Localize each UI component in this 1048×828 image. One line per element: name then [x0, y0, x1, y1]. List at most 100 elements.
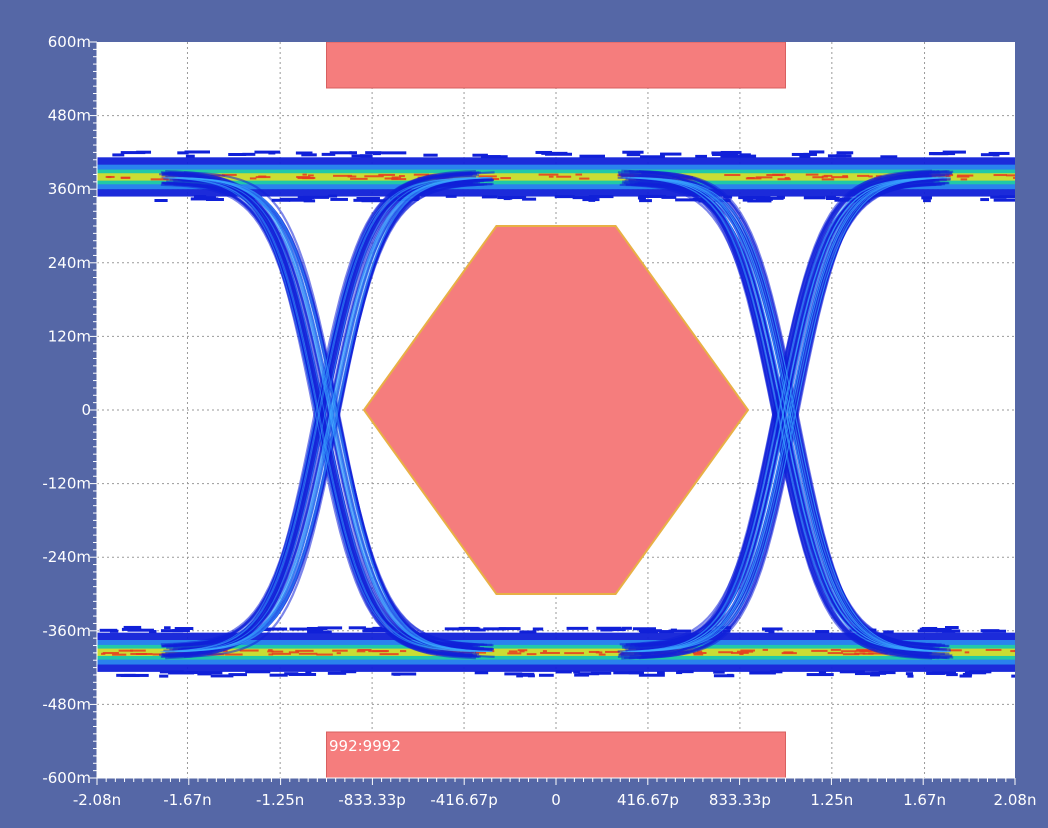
level-noise — [661, 195, 677, 199]
level-hot — [316, 653, 333, 656]
level-noise — [640, 155, 665, 159]
level-noise — [988, 151, 1010, 155]
level-hot — [364, 175, 384, 178]
level-hot — [399, 175, 405, 178]
level-hot — [745, 177, 762, 180]
level-noise — [483, 627, 507, 631]
level-noise — [305, 671, 312, 675]
level-noise — [362, 629, 389, 633]
level-hot — [225, 653, 243, 656]
level-noise — [288, 672, 317, 676]
level-noise — [742, 198, 754, 202]
level-hot — [413, 173, 429, 176]
level-noise — [657, 671, 665, 675]
level-hot — [391, 178, 407, 181]
level-hot — [296, 176, 311, 179]
level-hot — [221, 173, 237, 176]
mask-layer — [326, 42, 786, 778]
level-hot — [777, 178, 791, 181]
level-noise — [825, 196, 840, 200]
level-noise — [944, 626, 959, 630]
level-hot — [542, 650, 547, 653]
level-noise — [917, 629, 939, 633]
level-noise — [588, 195, 614, 199]
level-hot — [575, 173, 583, 176]
level-noise — [803, 196, 826, 200]
level-noise — [372, 626, 383, 630]
level-hot — [762, 648, 768, 651]
level-noise — [926, 671, 944, 675]
level-noise — [878, 671, 896, 675]
level-noise — [303, 199, 316, 203]
level-noise — [588, 198, 596, 202]
level-noise — [695, 154, 708, 158]
level-hot — [1006, 174, 1015, 177]
level-hot — [357, 649, 372, 652]
level-hot — [112, 653, 127, 656]
level-noise — [637, 196, 646, 200]
level-noise — [522, 197, 537, 201]
level-hot — [605, 650, 620, 653]
level-noise — [761, 627, 783, 631]
mask-hexagon-layer — [362, 225, 750, 595]
level-noise — [659, 630, 674, 634]
level-noise — [120, 151, 146, 155]
transition-trace-light — [162, 177, 474, 652]
level-hot — [150, 178, 169, 181]
level-noise — [245, 670, 271, 674]
level-noise — [768, 630, 775, 634]
level-noise — [880, 155, 898, 159]
level-hot — [956, 175, 970, 178]
level-hot — [507, 652, 522, 655]
level-noise — [980, 629, 1000, 633]
level-hot — [823, 174, 833, 177]
level-noise — [474, 671, 489, 675]
level-noise — [185, 154, 195, 158]
y-tick-label: 600m — [48, 33, 91, 51]
level-noise — [458, 626, 479, 630]
level-noise — [747, 199, 772, 203]
level-noise — [99, 628, 118, 632]
transition-trace-light — [623, 177, 935, 652]
level-noise — [964, 671, 987, 675]
level-noise — [713, 674, 735, 678]
level-hot — [332, 649, 348, 652]
transition-trace-light — [181, 177, 492, 652]
transition-trace-light — [169, 177, 481, 652]
level-noise — [527, 674, 535, 678]
level-hot — [500, 177, 511, 180]
level-noise — [172, 629, 190, 633]
level-hot — [135, 653, 153, 656]
level-noise — [262, 627, 288, 631]
level-noise — [154, 199, 168, 203]
level-noise — [980, 153, 998, 157]
level-hot — [949, 649, 962, 652]
level-hot — [391, 176, 402, 179]
y-tick-label: 360m — [48, 180, 91, 198]
level-noise — [472, 153, 488, 157]
level-noise — [330, 197, 348, 201]
level-noise — [289, 627, 317, 631]
level-noise — [626, 153, 641, 157]
level-noise — [749, 671, 776, 675]
level-noise — [713, 670, 725, 674]
level-hot — [579, 177, 590, 180]
level-hot — [856, 648, 875, 651]
level-noise — [361, 199, 386, 203]
level-noise — [871, 671, 887, 675]
level-hot — [830, 648, 841, 651]
level-hot — [772, 173, 786, 176]
axis-layer: 600m 480m 360m 240m 120m 0 -120m -240m -360m -480… — [42, 33, 1036, 809]
level-noise — [279, 197, 302, 201]
level-noise — [164, 626, 171, 630]
level-hot — [821, 178, 835, 181]
level-noise — [228, 673, 247, 677]
mask-center-hexagon — [362, 225, 750, 595]
transition-trace — [165, 170, 476, 660]
level-hot — [564, 652, 584, 655]
level-hot — [118, 649, 134, 652]
level-noise — [519, 672, 535, 676]
transition-trace-light — [160, 177, 472, 652]
y-tick-label: 120m — [48, 327, 91, 345]
level-noise — [770, 670, 783, 674]
